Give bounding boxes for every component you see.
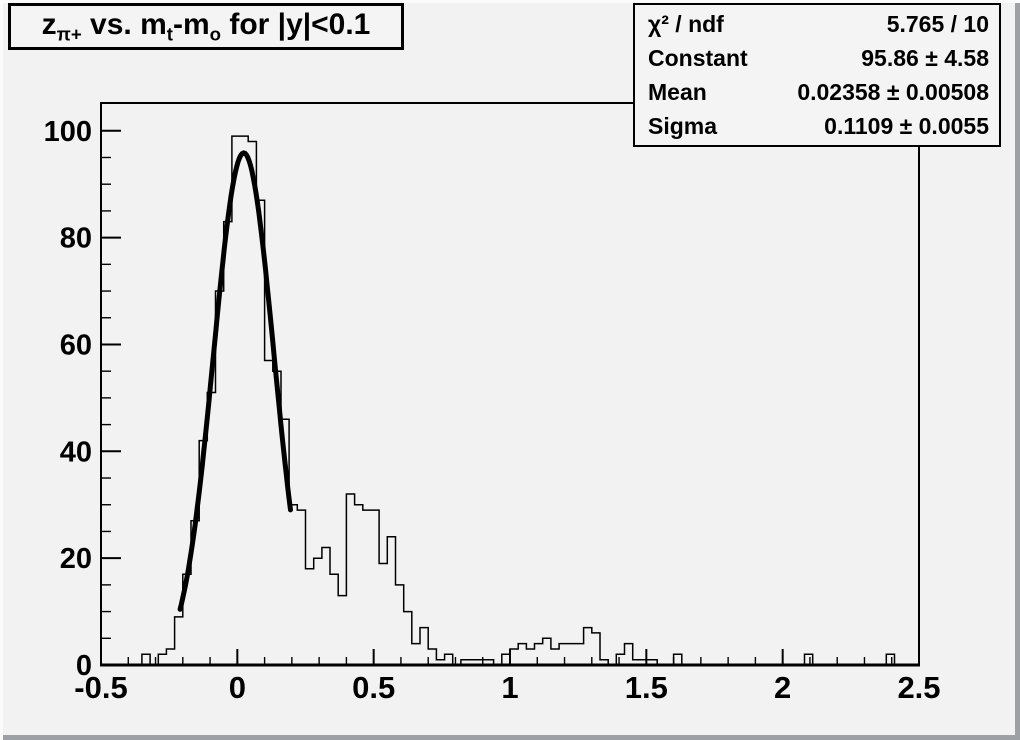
x-axis-label: 2 <box>774 670 791 705</box>
stats-row: Constant 95.86 ± 4.58 <box>635 41 999 75</box>
stats-label: Mean <box>648 79 707 105</box>
stats-row: Mean 0.02358 ± 0.00508 <box>635 75 999 109</box>
x-axis-label: 0 <box>229 670 246 705</box>
title-segment: π+ <box>56 23 82 45</box>
x-axis-label: 1 <box>501 670 518 705</box>
stats-label: χ² / ndf <box>648 11 724 37</box>
fit-curve <box>177 150 293 612</box>
plot-title: zπ+ vs. mt-mo for |y|<0.1 <box>42 8 371 46</box>
stats-row: χ² / ndf 5.765 / 10 <box>635 7 999 41</box>
y-axis-label: 60 <box>60 329 92 361</box>
y-axis-label: 40 <box>60 436 92 468</box>
y-axis-label: 20 <box>60 543 92 575</box>
title-segment: t <box>166 23 173 45</box>
stats-value: 0.1109 ± 0.0055 <box>824 113 989 139</box>
title-segment: vs. m <box>81 7 167 41</box>
stats-label: Sigma <box>648 113 718 139</box>
stats-label: Constant <box>648 45 748 71</box>
title-segment: z <box>41 7 57 41</box>
title-box: zπ+ vs. mt-mo for |y|<0.1 <box>8 3 404 50</box>
y-axis-label: 0 <box>76 650 92 682</box>
stats-value: 95.86 ± 4.58 <box>861 45 989 71</box>
title-segment: for |y|<0.1 <box>221 7 371 41</box>
x-axis-label: 0.5 <box>352 670 395 705</box>
y-axis-label: 100 <box>44 116 92 148</box>
histogram-line <box>101 135 919 666</box>
stats-box: χ² / ndf 5.765 / 10 Constant 95.86 ± 4.58 Me… <box>633 3 1001 147</box>
stats-row: Sigma 0.1109 ± 0.0055 <box>635 109 999 143</box>
y-axis-label: 80 <box>60 223 92 255</box>
title-segment: -m <box>172 7 210 41</box>
stats-value: 5.765 / 10 <box>886 11 989 37</box>
title-segment: o <box>209 23 222 45</box>
plot-frame <box>100 102 920 666</box>
x-axis-label: 1.5 <box>625 670 668 705</box>
stats-value: 0.02358 ± 0.00508 <box>797 79 989 105</box>
x-axis-label: 2.5 <box>897 670 940 705</box>
x-axis-label: -0.5 <box>74 670 127 705</box>
